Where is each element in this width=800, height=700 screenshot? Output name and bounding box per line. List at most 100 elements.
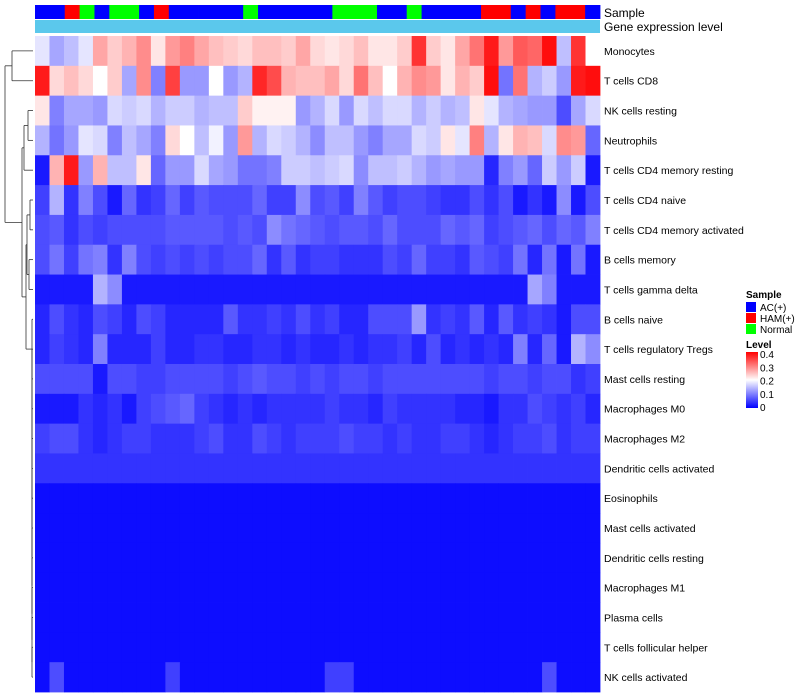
sample-cell <box>49 5 66 19</box>
heatmap-cell <box>92 274 108 305</box>
heatmap-cell <box>382 36 398 67</box>
heatmap-cell <box>498 125 514 156</box>
heatmap-cell <box>498 244 514 275</box>
heatmap-cell <box>35 185 50 216</box>
heatmap-cell <box>208 214 224 246</box>
heatmap-cell <box>440 364 456 395</box>
heatmap-cell <box>107 155 123 186</box>
heatmap-cell <box>266 65 282 97</box>
heatmap-cell <box>310 36 326 67</box>
sample-cell <box>272 5 289 19</box>
sample-cell <box>421 5 437 19</box>
heatmap-cell <box>310 513 326 544</box>
heatmap-cell <box>339 364 355 395</box>
heatmap-cell <box>556 662 572 693</box>
heatmap-cell <box>513 334 528 365</box>
heatmap-cell <box>121 632 137 663</box>
row-label: Mast cells resting <box>604 374 685 386</box>
heatmap-cell <box>136 36 152 67</box>
heatmap-cell <box>527 214 543 246</box>
heatmap-cell <box>585 125 601 156</box>
heatmap-cell <box>35 393 50 425</box>
heatmap-cell <box>556 65 572 97</box>
heatmap-cell <box>63 632 79 663</box>
legend-tick: 0.2 <box>760 377 774 388</box>
heatmap-cell <box>556 453 572 484</box>
heatmap-cell <box>107 65 123 97</box>
heatmap-cell <box>208 274 224 305</box>
row-label: NK cells resting <box>604 106 677 118</box>
heatmap-cell <box>223 453 239 484</box>
heatmap-cell <box>78 423 94 454</box>
heatmap-cell <box>252 572 268 603</box>
row-label: Macrophages M2 <box>604 434 685 446</box>
heatmap-cell <box>339 214 355 246</box>
sample-cell <box>540 5 556 19</box>
heatmap-cell <box>194 125 210 156</box>
heatmap-cell <box>237 155 253 186</box>
heatmap-cell <box>194 572 210 603</box>
heatmap-cell <box>411 483 427 514</box>
heatmap-cell <box>426 632 442 663</box>
heatmap-cell <box>353 453 369 484</box>
heatmap-cell <box>324 423 340 454</box>
heatmap-cell <box>35 572 50 603</box>
heatmap-cell <box>78 453 94 484</box>
heatmap-cell <box>78 304 94 335</box>
heatmap-cells <box>35 36 601 693</box>
heatmap-cell <box>121 542 137 574</box>
heatmap-cell <box>469 304 485 335</box>
heatmap-cell <box>469 513 485 544</box>
heatmap-cell <box>585 244 601 275</box>
heatmap-cell <box>440 542 456 574</box>
heatmap-cell <box>295 572 311 603</box>
heatmap-cell <box>368 65 384 97</box>
heatmap-cell <box>281 185 297 216</box>
heatmap-cell <box>527 542 543 574</box>
sample-cell <box>466 5 482 19</box>
heatmap-cell <box>411 572 427 603</box>
heatmap-cell <box>121 274 137 305</box>
heatmap-cell <box>252 274 268 305</box>
heatmap-cell <box>281 572 297 603</box>
heatmap-cell <box>121 214 137 246</box>
heatmap-cell <box>455 125 471 156</box>
heatmap-cell <box>556 125 572 156</box>
heatmap-cell <box>165 95 181 126</box>
heatmap-cell <box>527 95 543 126</box>
heatmap-cell <box>426 483 442 514</box>
heatmap-cell <box>92 244 108 275</box>
heatmap-cell <box>310 364 326 395</box>
heatmap-cell <box>49 214 65 246</box>
heatmap-cell <box>92 632 108 663</box>
heatmap-cell <box>194 155 210 186</box>
heatmap-cell <box>411 244 427 275</box>
heatmap-cell <box>382 155 398 186</box>
heatmap-cell <box>440 125 456 156</box>
heatmap-cell <box>527 423 543 454</box>
heatmap-cell <box>411 36 427 67</box>
heatmap-cell <box>484 155 499 186</box>
heatmap-cell <box>339 632 355 663</box>
heatmap-cell <box>208 155 224 186</box>
heatmap-cell <box>165 483 181 514</box>
sample-cell <box>391 5 408 19</box>
heatmap-cell <box>513 483 528 514</box>
heatmap-cell <box>426 274 442 305</box>
heatmap-cell <box>310 453 326 484</box>
heatmap-cell <box>78 513 94 544</box>
heatmap-cell <box>527 185 543 216</box>
legend-colorbar <box>746 352 758 408</box>
heatmap-cell <box>324 453 340 484</box>
heatmap-cell <box>281 125 297 156</box>
heatmap-cell <box>237 334 253 365</box>
sample-annotation-track <box>35 5 601 19</box>
heatmap-cell <box>92 334 108 365</box>
heatmap-cell <box>368 36 384 67</box>
heatmap-cell <box>542 483 557 514</box>
heatmap-cell <box>266 214 282 246</box>
heatmap-cell <box>571 393 586 425</box>
heatmap-cell <box>411 65 427 97</box>
heatmap-cell <box>92 513 108 544</box>
heatmap-cell <box>542 662 557 693</box>
